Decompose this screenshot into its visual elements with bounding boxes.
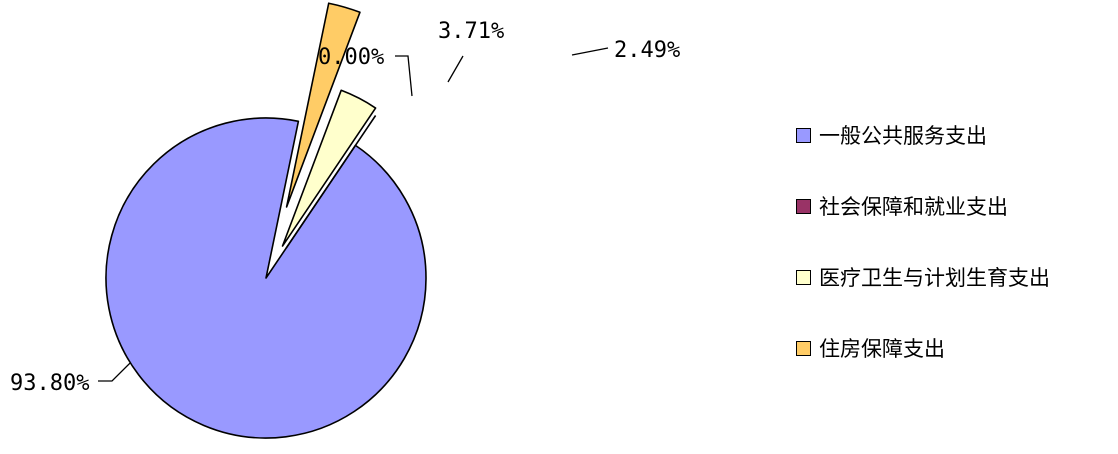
data-label: 0.00% — [318, 45, 384, 70]
legend-swatch — [796, 340, 811, 356]
legend-swatch — [796, 198, 811, 214]
leader-line — [447, 55, 464, 83]
chart-legend: 一般公共服务支出 社会保障和就业支出 医疗卫生与计划生育支出 住房保障支出 — [796, 120, 1116, 404]
leader-line — [395, 55, 413, 97]
leader-line — [571, 47, 609, 56]
legend-label: 医疗卫生与计划生育支出 — [819, 266, 1050, 290]
legend-label: 住房保障支出 — [819, 337, 945, 361]
data-label: 3.71% — [438, 19, 504, 44]
data-label: 93.80% — [10, 371, 89, 396]
legend-swatch — [796, 269, 811, 285]
pie-slice — [285, 2, 361, 208]
legend-item: 一般公共服务支出 — [796, 120, 1116, 150]
legend-label: 一般公共服务支出 — [819, 124, 987, 148]
legend-swatch — [796, 127, 811, 143]
pie-slice — [105, 117, 427, 439]
legend-item: 医疗卫生与计划生育支出 — [796, 262, 1116, 292]
pie-slice — [285, 115, 377, 249]
pie-slice — [281, 89, 377, 247]
legend-item: 住房保障支出 — [796, 333, 1116, 363]
legend-item: 社会保障和就业支出 — [796, 191, 1116, 221]
leader-line — [98, 362, 131, 382]
data-label: 2.49% — [614, 38, 680, 63]
legend-label: 社会保障和就业支出 — [819, 195, 1008, 219]
